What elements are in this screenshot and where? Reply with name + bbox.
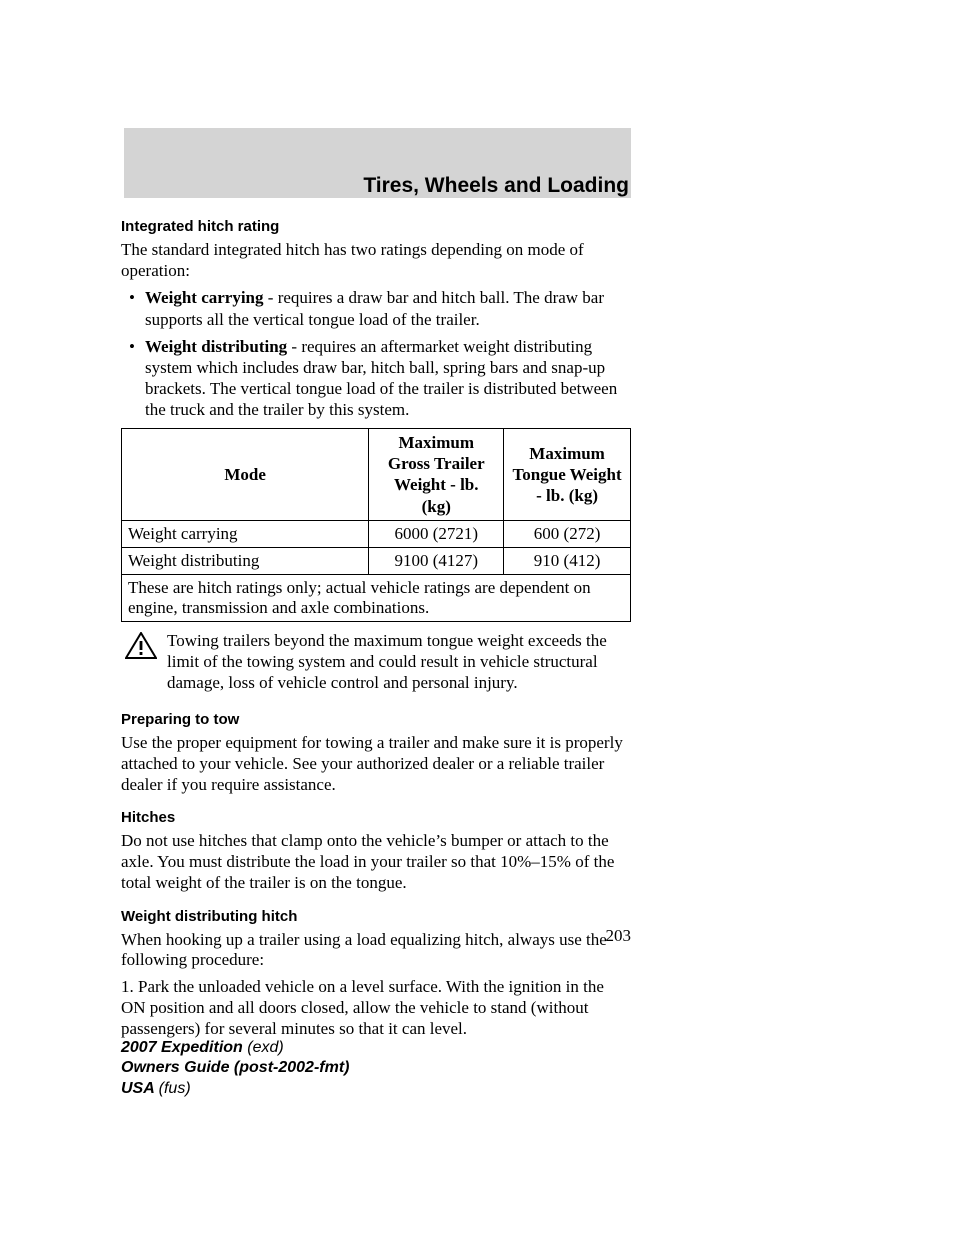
heading-integrated-hitch-rating: Integrated hitch rating bbox=[121, 218, 631, 235]
bullet-list: Weight carrying - requires a draw bar an… bbox=[121, 287, 631, 419]
warning-triangle-icon bbox=[121, 630, 167, 665]
cell-gtw: 9100 (4127) bbox=[369, 547, 504, 574]
heading-weight-distributing-hitch: Weight distributing hitch bbox=[121, 908, 631, 925]
page: Tires, Wheels and Loading Integrated hit… bbox=[0, 0, 954, 1235]
footer-line-3: USA (fus) bbox=[121, 1079, 349, 1099]
col-header-mode: Mode bbox=[122, 428, 369, 520]
hitch-rating-table: Mode Maximum Gross Trailer Weight - lb. … bbox=[121, 428, 631, 622]
section-preparing-to-tow: Preparing to tow Use the proper equipmen… bbox=[121, 711, 631, 795]
warning-text: Towing trailers beyond the maximum tongu… bbox=[167, 630, 631, 693]
bullet-weight-carrying: Weight carrying - requires a draw bar an… bbox=[121, 287, 631, 329]
table-footnote: These are hitch ratings only; actual veh… bbox=[122, 574, 631, 621]
intro-paragraph: The standard integrated hitch has two ra… bbox=[121, 240, 631, 281]
section-hitches: Hitches Do not use hitches that clamp on… bbox=[121, 809, 631, 893]
content-area: Integrated hitch rating The standard int… bbox=[121, 218, 631, 1045]
bullet-weight-distributing: Weight distributing - requires an afterm… bbox=[121, 336, 631, 420]
table-header-row: Mode Maximum Gross Trailer Weight - lb. … bbox=[122, 428, 631, 520]
body-hitches: Do not use hitches that clamp onto the v… bbox=[121, 831, 631, 893]
table-footnote-row: These are hitch ratings only; actual veh… bbox=[122, 574, 631, 621]
bullet-sep: - bbox=[264, 288, 278, 307]
page-number: 203 bbox=[121, 926, 631, 946]
col-header-tongue-weight: Maximum Tongue Weight - lb. (kg) bbox=[504, 428, 631, 520]
cell-tw: 600 (272) bbox=[504, 520, 631, 547]
bullet-sep: - bbox=[287, 337, 301, 356]
cell-tw: 910 (412) bbox=[504, 547, 631, 574]
cell-mode: Weight carrying bbox=[122, 520, 369, 547]
page-title: Tires, Wheels and Loading bbox=[124, 174, 631, 198]
warning-notice: Towing trailers beyond the maximum tongu… bbox=[121, 630, 631, 693]
cell-gtw: 6000 (2721) bbox=[369, 520, 504, 547]
footer-line-1: 2007 Expedition (exd) bbox=[121, 1038, 349, 1058]
footer: 2007 Expedition (exd) Owners Guide (post… bbox=[121, 1038, 349, 1099]
step1-weight-distributing-hitch: 1. Park the unloaded vehicle on a level … bbox=[121, 977, 631, 1039]
table-row: Weight distributing 9100 (4127) 910 (412… bbox=[122, 547, 631, 574]
table-row: Weight carrying 6000 (2721) 600 (272) bbox=[122, 520, 631, 547]
heading-hitches: Hitches bbox=[121, 809, 631, 826]
body-preparing-to-tow: Use the proper equipment for towing a tr… bbox=[121, 733, 631, 795]
bullet-term: Weight carrying bbox=[145, 288, 264, 307]
col-header-gross-trailer-weight: Maximum Gross Trailer Weight - lb. (kg) bbox=[369, 428, 504, 520]
heading-preparing-to-tow: Preparing to tow bbox=[121, 711, 631, 728]
cell-mode: Weight distributing bbox=[122, 547, 369, 574]
bullet-term: Weight distributing bbox=[145, 337, 287, 356]
footer-line-2: Owners Guide (post-2002-fmt) bbox=[121, 1058, 349, 1078]
